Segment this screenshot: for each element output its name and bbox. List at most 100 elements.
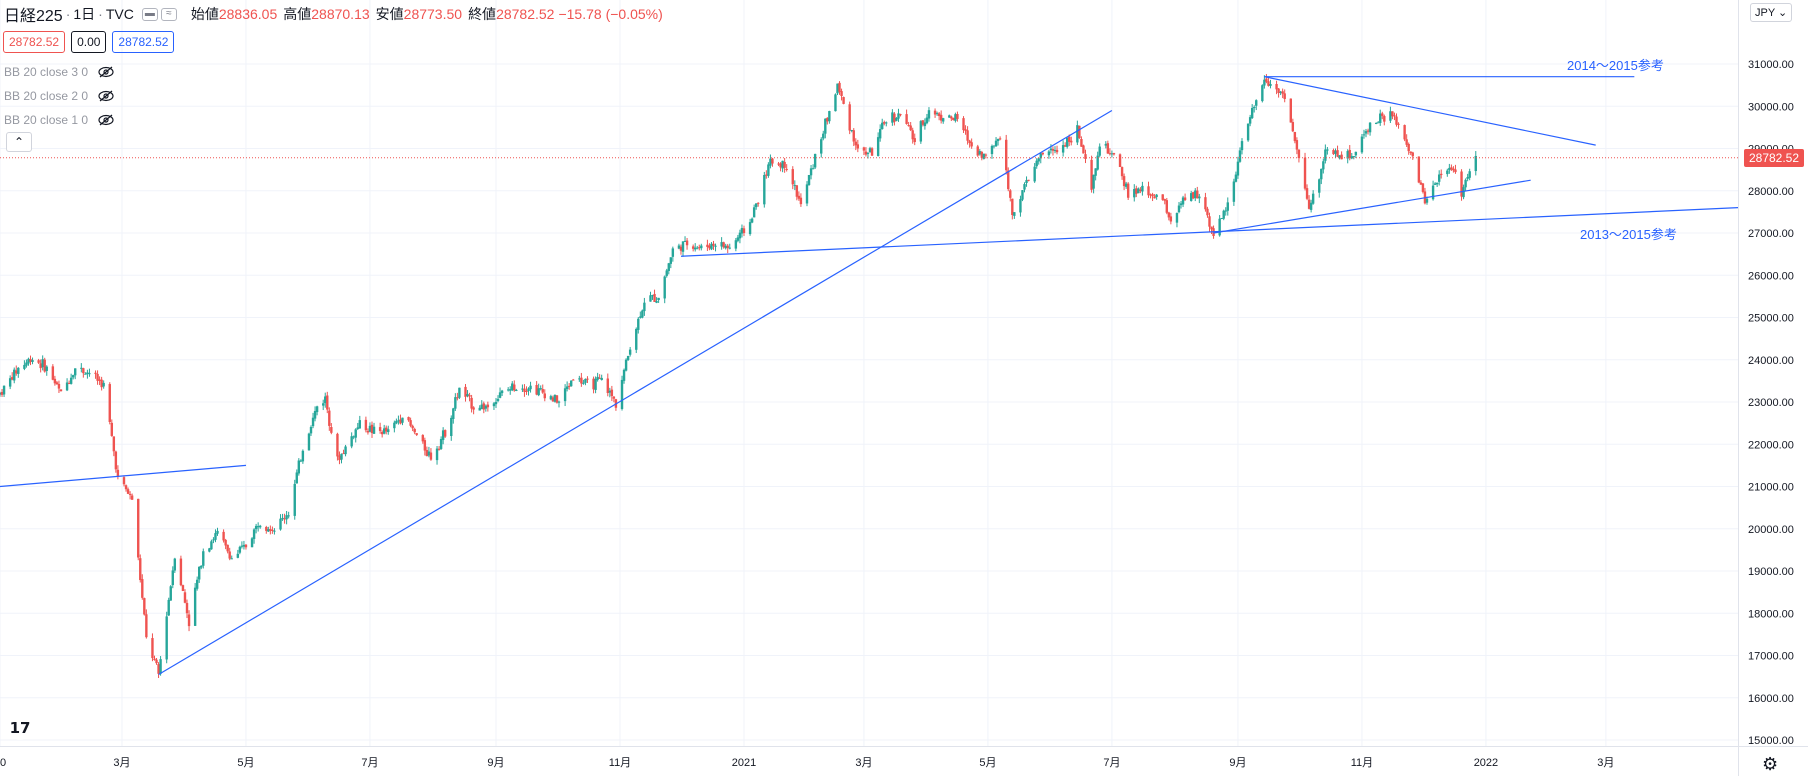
symbol-name[interactable]: 日経225 (4, 8, 63, 25)
candle-body (1161, 194, 1164, 200)
candle-body (1346, 151, 1349, 159)
candle-body (653, 293, 656, 302)
candle-body (224, 539, 227, 546)
candle-body (200, 565, 203, 568)
candle-body (612, 396, 616, 399)
candle-body (307, 433, 311, 451)
interval-label[interactable]: 1日 (73, 6, 96, 22)
gear-icon[interactable]: ⚙ (1762, 754, 1779, 774)
candle-body (59, 389, 63, 392)
candle-body (1403, 125, 1406, 140)
candle-body (1041, 152, 1044, 155)
candle-body (1177, 205, 1181, 213)
candle-body (1366, 130, 1370, 132)
candle-body (283, 518, 286, 520)
wave-icon[interactable]: ≈ (160, 7, 177, 21)
candle-body (820, 139, 823, 154)
candle-body (706, 244, 709, 247)
candle-body (98, 379, 101, 381)
candle-body (769, 158, 772, 166)
price-tick-label: 17000.00 (1748, 651, 1794, 663)
candle-body (82, 368, 85, 374)
annotation-top[interactable]: 2014～2015参考 (1567, 58, 1664, 73)
compare-icon[interactable]: ▬ (141, 7, 158, 21)
candle-body (895, 117, 898, 121)
collapse-legend-button[interactable]: ⌃ (6, 132, 32, 152)
candle-body (580, 377, 583, 384)
candle-body (1082, 145, 1085, 154)
candle-body (482, 403, 485, 410)
candle-body (907, 125, 910, 127)
time-tick-label: 3月 (1597, 757, 1614, 769)
candle-body (728, 247, 731, 249)
sell-price-box[interactable]: 28782.52 (3, 31, 66, 53)
candle-body (1435, 182, 1439, 185)
time-tick-label: 7月 (1103, 757, 1120, 769)
eye-hidden-icon[interactable] (98, 90, 114, 102)
candle-body (299, 460, 303, 462)
high-label: 高値 (283, 6, 312, 22)
candle-body (202, 551, 205, 566)
candle-body (549, 396, 553, 400)
candle-body (838, 82, 841, 92)
candle-body (330, 427, 333, 433)
candle-body (954, 114, 957, 121)
candle-body (1326, 149, 1329, 151)
candle-body (1433, 183, 1437, 185)
candle-body (494, 401, 498, 405)
candle-body (1263, 79, 1266, 86)
candle-body (740, 228, 744, 234)
eye-hidden-icon[interactable] (98, 114, 114, 126)
buy-price-box[interactable]: 28782.52 (112, 31, 175, 53)
indicator-row[interactable]: BB 20 close 3 0 (4, 60, 114, 84)
candle-body (720, 242, 723, 247)
candle-body (23, 364, 26, 369)
candle-body (94, 372, 97, 374)
candle-body (65, 382, 69, 391)
candle-body (1450, 167, 1453, 170)
candle-body (565, 386, 569, 390)
indicator-row[interactable]: BB 20 close 2 0 (4, 84, 114, 108)
candle-body (393, 422, 396, 429)
candle-body (935, 113, 939, 115)
candle-body (763, 175, 766, 205)
candle-body (891, 112, 894, 123)
candle-body (1395, 116, 1398, 125)
candle-body (1023, 184, 1026, 190)
annotation-bottom[interactable]: 2013～2015参考 (1580, 227, 1677, 242)
candle-body (781, 160, 784, 169)
candle-body (315, 406, 319, 413)
candle-body (1070, 140, 1073, 143)
price-tick-label: 23000.00 (1748, 397, 1794, 409)
candle-body (1021, 190, 1024, 200)
candle-body (1218, 218, 1221, 236)
candle-body (1303, 157, 1307, 189)
candle-body (1222, 210, 1225, 219)
candle-body (511, 383, 514, 391)
candle-body (279, 518, 282, 530)
candle-body (765, 174, 768, 176)
candle-body (1175, 213, 1179, 223)
candle-body (195, 579, 199, 589)
candle-body (1149, 194, 1152, 196)
time-tick-label: 2022 (1474, 757, 1498, 769)
currency-button[interactable]: JPY ⌄ (1750, 3, 1793, 22)
candle-body (1374, 122, 1378, 124)
indicator-row[interactable]: BB 20 close 1 0 (4, 108, 114, 132)
candle-body (1332, 150, 1335, 155)
tradingview-logo[interactable]: 𝟭𝟳 (6, 718, 34, 740)
candle-body (124, 485, 128, 490)
candle-body (608, 390, 612, 393)
candle-body (1354, 151, 1358, 156)
candle-body (667, 263, 670, 271)
candle-body (10, 377, 14, 380)
candle-body (413, 428, 416, 433)
candle-body (671, 248, 675, 257)
candle-body (722, 242, 725, 248)
candle-body (1220, 218, 1223, 220)
eye-hidden-icon[interactable] (98, 66, 114, 78)
candle-body (352, 436, 355, 438)
candle-body (1466, 177, 1469, 179)
candle-body (1407, 144, 1410, 152)
